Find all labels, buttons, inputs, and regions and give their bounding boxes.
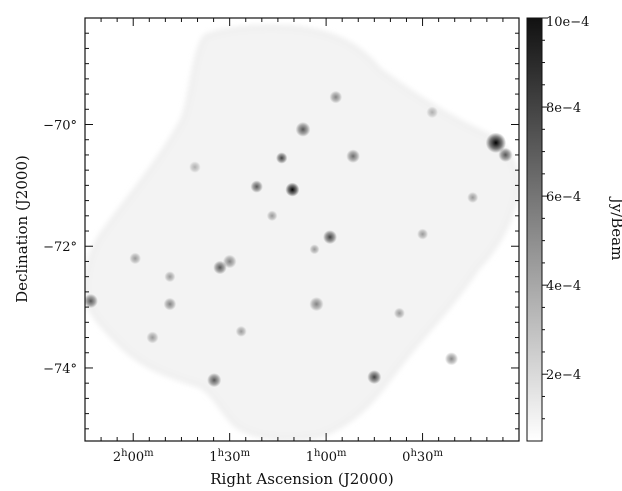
- y-axis-label: Declination (J2000): [13, 155, 31, 303]
- source-26: [189, 161, 201, 173]
- source-24: [235, 325, 247, 337]
- source-21: [444, 352, 459, 366]
- y-axis-ticks: −70° −72° −74°: [43, 32, 519, 430]
- source-8: [213, 260, 227, 275]
- source-3: [250, 180, 263, 193]
- source-12: [309, 297, 324, 312]
- y-tick-label: −74°: [43, 362, 77, 377]
- colorbar-label: Jy/Beam: [608, 196, 622, 261]
- source-6: [346, 149, 360, 163]
- source-1: [285, 182, 300, 197]
- source-22: [266, 210, 278, 222]
- x-axis-label: Right Ascension (J2000): [210, 470, 393, 488]
- colorbar-tick-label: 10e−4: [546, 15, 589, 30]
- source-25: [393, 307, 405, 319]
- y-tick-label: −70°: [43, 119, 77, 134]
- colorbar-tick-label: 4e−4: [546, 279, 581, 294]
- colorbar-tick-label: 2e−4: [546, 368, 581, 383]
- source-15: [163, 297, 177, 311]
- source-18: [85, 293, 98, 309]
- source-14: [207, 373, 222, 388]
- plot-frame: [84, 17, 520, 442]
- source-4: [323, 230, 337, 245]
- source-23: [309, 244, 320, 255]
- source-2: [276, 152, 288, 164]
- x-tick-label: 1h30m: [209, 448, 250, 465]
- source-11: [498, 147, 513, 162]
- source-20: [417, 228, 429, 240]
- survey-footprint: [85, 25, 519, 441]
- source-7: [329, 90, 343, 104]
- source-17: [164, 271, 176, 283]
- source-13: [367, 370, 382, 385]
- source-5: [295, 121, 311, 137]
- source-9: [222, 254, 237, 269]
- source-16: [129, 252, 141, 265]
- source-27: [426, 106, 439, 119]
- colorbar-ticks: 2e−4 4e−4 6e−4 8e−4 10e−4: [542, 15, 589, 420]
- point-sources: [85, 90, 513, 388]
- source-28: [146, 331, 159, 344]
- x-tick-label: 1h00m: [306, 448, 347, 465]
- colorbar-tick-label: 8e−4: [546, 101, 581, 116]
- source-19: [467, 192, 479, 203]
- colorbar: [526, 17, 543, 442]
- x-tick-label: 0h30m: [402, 448, 443, 465]
- x-tick-label: 2h00m: [113, 448, 154, 465]
- y-tick-label: −72°: [43, 240, 77, 255]
- x-axis-ticks: 2h00m 1h30m 1h00m 0h30m: [84, 18, 520, 465]
- colorbar-tick-label: 6e−4: [546, 190, 581, 205]
- source-10: [485, 132, 507, 153]
